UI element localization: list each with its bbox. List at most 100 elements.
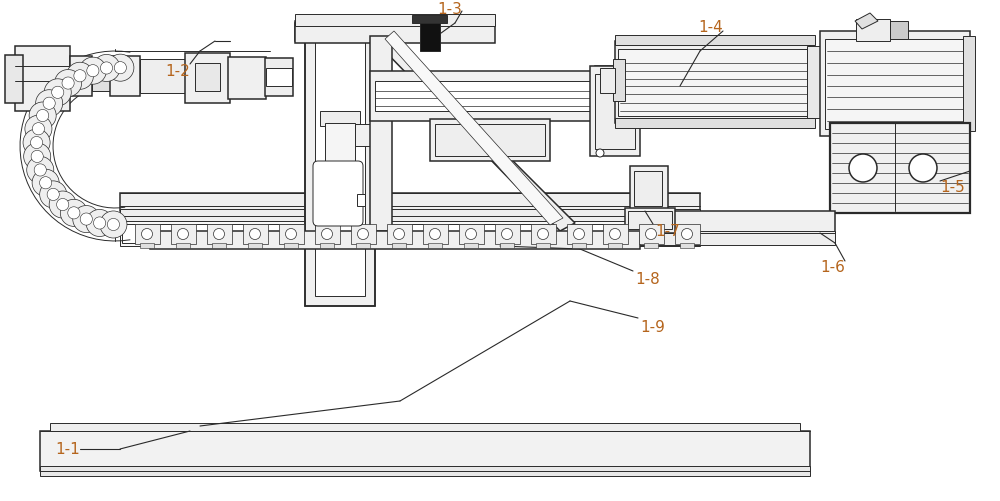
Text: 1-8: 1-8 xyxy=(635,272,660,287)
Bar xyxy=(351,224,376,244)
Bar xyxy=(595,67,625,127)
Circle shape xyxy=(55,70,82,97)
Circle shape xyxy=(66,63,93,90)
Bar xyxy=(412,16,447,24)
Bar xyxy=(595,75,635,150)
Bar xyxy=(355,125,373,147)
Text: 1-3: 1-3 xyxy=(437,2,462,17)
Bar xyxy=(228,58,266,100)
Bar xyxy=(266,69,292,87)
Bar xyxy=(375,82,595,112)
Bar xyxy=(608,243,622,248)
Bar xyxy=(295,24,380,42)
Bar xyxy=(120,193,700,211)
Text: 1-4: 1-4 xyxy=(698,20,723,35)
Text: 1-2: 1-2 xyxy=(165,64,190,79)
Circle shape xyxy=(32,123,45,136)
Bar xyxy=(320,112,360,127)
Bar xyxy=(357,194,365,206)
Circle shape xyxy=(250,229,261,240)
Circle shape xyxy=(142,229,153,240)
Circle shape xyxy=(23,130,50,157)
Polygon shape xyxy=(150,231,640,249)
Circle shape xyxy=(34,164,46,177)
Bar xyxy=(315,42,365,297)
Bar xyxy=(370,72,600,122)
Bar xyxy=(963,37,975,132)
Circle shape xyxy=(430,229,440,240)
Bar xyxy=(243,224,268,244)
Bar xyxy=(640,211,835,233)
Bar xyxy=(536,243,550,248)
Bar xyxy=(140,60,190,94)
Circle shape xyxy=(100,211,127,238)
Bar xyxy=(15,47,70,112)
Bar xyxy=(628,211,672,229)
Bar xyxy=(615,42,810,124)
Bar xyxy=(807,47,822,119)
Bar xyxy=(300,17,375,27)
Circle shape xyxy=(596,150,604,158)
Bar xyxy=(600,69,615,94)
Circle shape xyxy=(32,170,59,197)
Bar xyxy=(279,224,304,244)
Circle shape xyxy=(94,217,106,229)
Bar xyxy=(423,224,448,244)
Bar xyxy=(428,243,442,248)
Circle shape xyxy=(538,229,548,240)
Bar xyxy=(40,431,810,471)
Bar xyxy=(207,224,232,244)
Bar xyxy=(420,22,440,52)
Polygon shape xyxy=(385,32,563,225)
Bar xyxy=(392,243,406,248)
Circle shape xyxy=(80,213,92,225)
Circle shape xyxy=(68,207,80,219)
Circle shape xyxy=(322,229,333,240)
Circle shape xyxy=(574,229,584,240)
Polygon shape xyxy=(855,14,878,30)
Bar xyxy=(185,54,230,104)
Circle shape xyxy=(52,87,64,99)
Bar xyxy=(618,50,807,117)
Circle shape xyxy=(47,189,59,201)
Bar xyxy=(92,62,110,92)
Bar xyxy=(284,243,298,248)
Circle shape xyxy=(27,157,54,184)
Bar xyxy=(50,423,800,431)
Text: 1-7: 1-7 xyxy=(655,224,680,239)
Bar xyxy=(248,243,262,248)
Circle shape xyxy=(57,199,69,211)
Bar xyxy=(630,167,668,211)
Bar xyxy=(70,57,92,97)
Bar xyxy=(370,37,392,231)
Bar xyxy=(600,75,620,120)
Circle shape xyxy=(24,144,51,171)
Bar xyxy=(464,243,478,248)
Circle shape xyxy=(107,55,134,82)
Bar xyxy=(495,224,520,244)
Bar xyxy=(5,56,23,104)
Circle shape xyxy=(646,229,656,240)
Bar xyxy=(500,243,514,248)
Bar xyxy=(613,60,625,102)
Circle shape xyxy=(502,229,512,240)
Bar xyxy=(639,224,664,244)
Circle shape xyxy=(49,192,76,218)
Circle shape xyxy=(36,91,63,118)
Circle shape xyxy=(43,98,55,110)
Bar xyxy=(680,243,694,248)
Bar xyxy=(120,209,700,223)
Bar xyxy=(858,22,888,40)
Bar xyxy=(135,224,160,244)
Bar xyxy=(567,224,592,244)
Bar xyxy=(265,59,293,97)
Circle shape xyxy=(909,155,937,183)
Bar xyxy=(825,40,965,130)
Circle shape xyxy=(62,78,74,90)
Circle shape xyxy=(31,151,43,163)
Circle shape xyxy=(79,58,106,85)
Circle shape xyxy=(73,206,100,233)
Bar xyxy=(603,224,628,244)
Circle shape xyxy=(86,210,113,237)
Bar xyxy=(315,224,340,244)
